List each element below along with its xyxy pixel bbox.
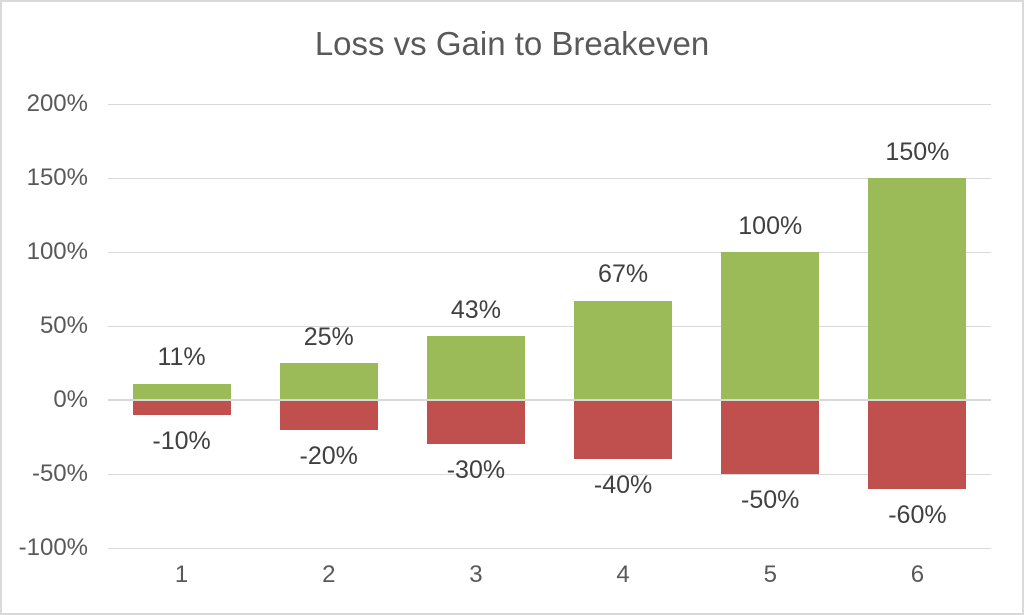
gridline	[108, 177, 991, 179]
gain-data-label: 25%	[303, 322, 354, 351]
bar-group: 150% -60%	[844, 104, 991, 548]
loss-data-label: -10%	[152, 426, 211, 455]
y-tick-label: 100%	[26, 237, 88, 265]
gridline	[108, 548, 991, 549]
loss-bar	[426, 399, 525, 445]
bar-group: 25% -20%	[255, 104, 402, 548]
gain-data-label: 11%	[157, 343, 206, 372]
loss-bar	[574, 399, 673, 460]
gain-bar	[574, 300, 673, 401]
x-tick-label: 3	[469, 561, 483, 588]
gain-bar	[426, 336, 525, 401]
loss-bar	[279, 399, 378, 430]
gain-bar	[868, 178, 967, 401]
gridline	[108, 326, 991, 327]
gain-bar	[721, 252, 820, 401]
x-tick-label: 6	[910, 561, 925, 588]
y-tick-label: -50%	[31, 459, 88, 487]
gain-data-label: 67%	[598, 260, 649, 289]
bar-group: 67% -40%	[550, 104, 697, 548]
gridline	[108, 474, 991, 475]
bar-group: 100% -50%	[697, 104, 844, 548]
y-tick-label: 50%	[39, 311, 88, 339]
loss-data-label: -40%	[593, 471, 653, 500]
x-tick-label: 4	[616, 561, 630, 588]
plot-area: 11% -10% 25% -20% 43% -30% 67% -40% 100% -50% 150%…	[108, 104, 991, 549]
loss-bar	[868, 399, 967, 489]
zero-gridline	[108, 398, 991, 401]
loss-bar	[721, 399, 820, 474]
gain-data-label: 43%	[450, 295, 501, 324]
gain-bar	[132, 383, 231, 401]
gain-data-label: 100%	[738, 211, 803, 240]
gain-bar	[279, 363, 378, 401]
loss-bar	[132, 399, 231, 415]
gain-data-label: 150%	[885, 137, 950, 166]
loss-data-label: -60%	[888, 500, 947, 529]
chart-title: Loss vs Gain to Breakeven	[314, 25, 710, 62]
x-tick-label: 1	[174, 561, 189, 588]
bar-group: 11% -10%	[108, 104, 255, 548]
x-tick-label: 2	[322, 561, 336, 588]
loss-data-label: -20%	[299, 441, 358, 470]
y-tick-label: -100%	[18, 533, 88, 561]
x-tick-label: 5	[763, 561, 777, 588]
gridline	[108, 251, 991, 253]
bar-group: 43% -30%	[402, 104, 549, 548]
x-axis: 1 2 3 4 5 6	[108, 548, 991, 588]
y-tick-label: 150%	[26, 163, 88, 191]
loss-data-label: -30%	[446, 456, 506, 485]
loss-data-label: -50%	[741, 486, 800, 514]
y-tick-label: 200%	[26, 89, 88, 117]
y-axis: 200% 150% 100% 50% 0% -50% -100%	[2, 90, 88, 561]
y-tick-label: 0%	[53, 385, 88, 413]
gridline	[108, 104, 991, 105]
